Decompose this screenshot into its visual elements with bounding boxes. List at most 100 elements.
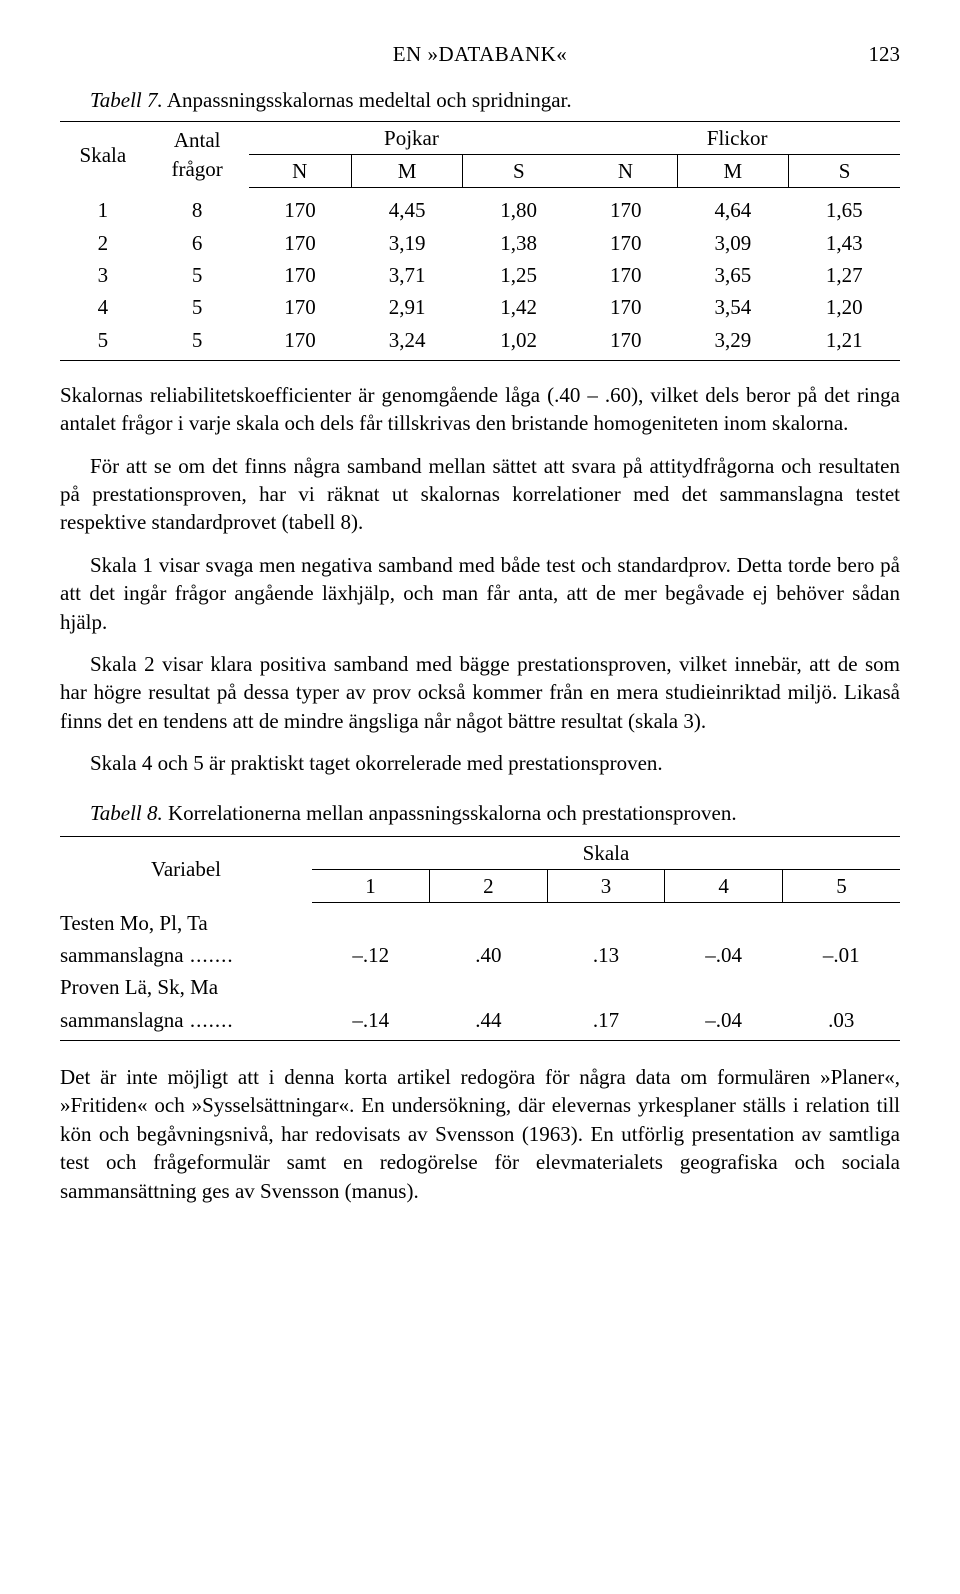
t7-body: 1 8 170 4,45 1,80 170 4,64 1,65 2 6 170 …	[60, 188, 900, 361]
t7-cell: 170	[574, 324, 677, 361]
t7-cell: 1,43	[789, 227, 900, 259]
t7-cell: 3,19	[351, 227, 462, 259]
t8-rowlabel-top: Testen Mo, Pl, Ta	[60, 903, 312, 939]
tabell7-label: Tabell 7.	[90, 88, 163, 112]
t8-rowlabel-top: Proven Lä, Sk, Ma	[60, 971, 312, 1003]
t7-cell: 170	[249, 291, 352, 323]
t7-cell: 4	[60, 291, 146, 323]
t7-cell: 5	[146, 259, 249, 291]
t7-cell: 1,27	[789, 259, 900, 291]
t8-cell: .03	[782, 1004, 900, 1041]
t7-head-n1: N	[249, 155, 352, 188]
tabell8: Variabel Skala 1 2 3 4 5 Testen Mo, Pl, …	[60, 836, 900, 1042]
t7-cell: 170	[574, 188, 677, 227]
t8-head-skala: Skala	[312, 836, 900, 869]
t7-head-flickor: Flickor	[574, 121, 900, 154]
t7-cell: 170	[574, 291, 677, 323]
table-row: 2 6 170 3,19 1,38 170 3,09 1,43	[60, 227, 900, 259]
t7-cell: 3	[60, 259, 146, 291]
t8-col: 2	[430, 869, 548, 902]
table-row: 1 8 170 4,45 1,80 170 4,64 1,65	[60, 188, 900, 227]
running-head: EN »DATABANK«	[120, 40, 840, 68]
table-row: Proven Lä, Sk, Ma	[60, 971, 900, 1003]
tabell7: Skala Antal frågor Pojkar Flickor N M S …	[60, 121, 900, 361]
t7-cell: 1,20	[789, 291, 900, 323]
t7-cell: 170	[574, 227, 677, 259]
t7-cell: 170	[249, 324, 352, 361]
page-header: EN »DATABANK« 123	[60, 40, 900, 68]
closing-paragraph: Det är inte möjligt att i denna korta ar…	[60, 1063, 900, 1205]
t7-cell: 1,65	[789, 188, 900, 227]
t7-head-m2: M	[677, 155, 788, 188]
t7-cell: 1,38	[463, 227, 574, 259]
t8-cell: –.04	[665, 939, 783, 971]
t8-cell: –.14	[312, 1004, 430, 1041]
page-number: 123	[840, 40, 900, 68]
t8-cell: –.04	[665, 1004, 783, 1041]
t7-cell: 1,42	[463, 291, 574, 323]
paragraph-2: För att se om det finns några samband me…	[60, 452, 900, 537]
t8-head-variabel: Variabel	[60, 836, 312, 903]
t7-cell: 2,91	[351, 291, 462, 323]
t8-cell: –.01	[782, 939, 900, 971]
t7-cell: 3,09	[677, 227, 788, 259]
t8-cell: .44	[430, 1004, 548, 1041]
table-row: sammanslagna –.14 .44 .17 –.04 .03	[60, 1004, 900, 1041]
t7-cell: 3,29	[677, 324, 788, 361]
table-row: 5 5 170 3,24 1,02 170 3,29 1,21	[60, 324, 900, 361]
table-row: 3 5 170 3,71 1,25 170 3,65 1,27	[60, 259, 900, 291]
t7-cell: 6	[146, 227, 249, 259]
t7-cell: 1,25	[463, 259, 574, 291]
t7-cell: 5	[146, 324, 249, 361]
t7-cell: 1,21	[789, 324, 900, 361]
tabell8-label: Tabell 8.	[90, 801, 163, 825]
t7-head-pojkar: Pojkar	[249, 121, 575, 154]
t7-cell: 170	[249, 227, 352, 259]
t8-rowlabel-bot: sammanslagna	[60, 1004, 312, 1041]
table-row: Testen Mo, Pl, Ta	[60, 903, 900, 939]
t8-rowlabel-bot: sammanslagna	[60, 939, 312, 971]
t8-rowlabel-bot-text: sammanslagna	[60, 943, 234, 967]
t8-col: 1	[312, 869, 430, 902]
t7-cell: 5	[60, 324, 146, 361]
table-row: sammanslagna –.12 .40 .13 –.04 –.01	[60, 939, 900, 971]
t8-col: 4	[665, 869, 783, 902]
t7-cell: 3,65	[677, 259, 788, 291]
paragraph-4: Skala 2 visar klara positiva samband med…	[60, 650, 900, 735]
t7-head-m1: M	[351, 155, 462, 188]
t7-cell: 1,02	[463, 324, 574, 361]
t7-head-antal: Antal frågor	[146, 121, 249, 188]
t8-cell: –.12	[312, 939, 430, 971]
t7-head-skala: Skala	[60, 121, 146, 188]
t7-cell: 4,45	[351, 188, 462, 227]
paragraph-5: Skala 4 och 5 är praktiskt taget okorrel…	[60, 749, 900, 777]
t7-cell: 3,54	[677, 291, 788, 323]
t7-cell: 170	[574, 259, 677, 291]
paragraph-3: Skala 1 visar svaga men negativa samband…	[60, 551, 900, 636]
t8-col: 5	[782, 869, 900, 902]
t7-cell: 4,64	[677, 188, 788, 227]
tabell7-caption-text: Anpassningsskalornas medeltal och spridn…	[167, 88, 572, 112]
t7-head-n2: N	[574, 155, 677, 188]
table-row: 4 5 170 2,91 1,42 170 3,54 1,20	[60, 291, 900, 323]
t7-cell: 8	[146, 188, 249, 227]
t7-cell: 3,24	[351, 324, 462, 361]
tabell7-caption: Tabell 7. Anpassningsskalornas medeltal …	[60, 86, 900, 114]
t8-rowlabel-bot-text: sammanslagna	[60, 1008, 234, 1032]
t8-cell: .13	[547, 939, 665, 971]
t7-head-s1: S	[463, 155, 574, 188]
t8-cell: .17	[547, 1004, 665, 1041]
t7-cell: 170	[249, 188, 352, 227]
t8-col: 3	[547, 869, 665, 902]
t7-cell: 1	[60, 188, 146, 227]
tabell8-caption-text: Korrelationerna mellan anpassningsskalor…	[168, 801, 737, 825]
t7-cell: 2	[60, 227, 146, 259]
t7-cell: 1,80	[463, 188, 574, 227]
paragraph-1: Skalornas reliabilitetskoefficienter är …	[60, 381, 900, 438]
t8-cell: .40	[430, 939, 548, 971]
t7-head-s2: S	[789, 155, 900, 188]
tabell8-caption: Tabell 8. Korrelationerna mellan anpassn…	[60, 799, 900, 827]
t7-cell: 3,71	[351, 259, 462, 291]
t7-cell: 170	[249, 259, 352, 291]
t7-cell: 5	[146, 291, 249, 323]
